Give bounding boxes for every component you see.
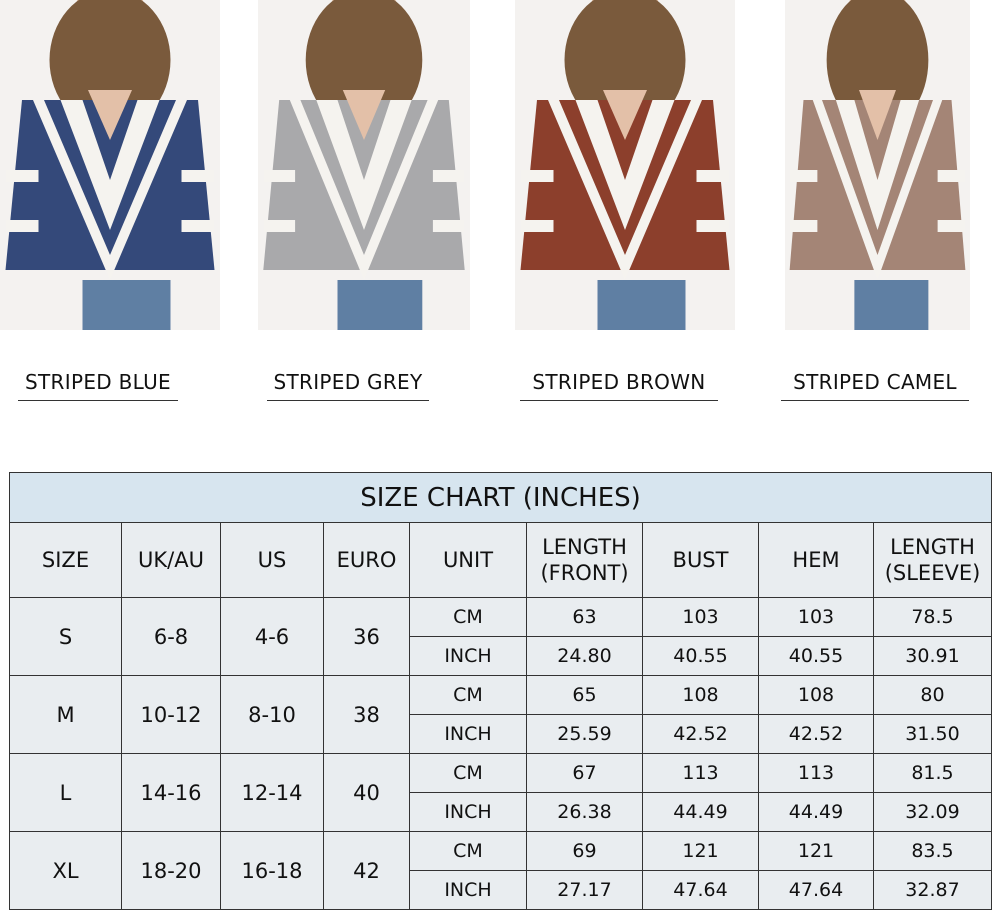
table-row: INCH 25.59 42.52 42.52 31.50 — [10, 714, 992, 754]
table-row: M 10-12 8-10 38 CM 65 108 108 80 — [9, 675, 992, 754]
cell-inch: 27.17 — [526, 870, 643, 910]
cell-inch: 25.59 — [526, 714, 643, 754]
cell-inch: 42.52 — [758, 714, 874, 754]
cell-inch: 44.49 — [642, 792, 759, 832]
cell-size: M — [9, 675, 122, 754]
table-row: XL 18-20 16-18 42 CM 69 121 121 83.5 — [9, 831, 992, 910]
column-header: LENGTH (FRONT) — [526, 522, 643, 598]
cell-inch: 44.49 — [758, 792, 874, 832]
table-row: S 6-8 4-6 36 CM 63 103 103 78.5 — [9, 597, 992, 676]
cell-cm: 108 — [642, 675, 759, 715]
cell-cm: CM — [409, 753, 527, 793]
cell-us: 8-10 — [220, 675, 324, 754]
cell-euro: 40 — [323, 753, 410, 832]
product-photo — [515, 0, 735, 330]
product-photo — [0, 0, 220, 330]
cell-cm: 113 — [758, 753, 874, 793]
column-header: UK/AU — [121, 522, 221, 598]
cell-cm: CM — [409, 831, 527, 871]
cell-inch: 40.55 — [758, 636, 874, 676]
column-header: EURO — [323, 522, 410, 598]
table-row: INCH 27.17 47.64 47.64 32.87 — [10, 870, 992, 910]
cell-cm: 67 — [526, 753, 643, 793]
cell-cm: 81.5 — [873, 753, 992, 793]
cell-cm: 78.5 — [873, 597, 992, 637]
product-label: STRIPED BROWN — [520, 370, 718, 401]
cell-cm: 83.5 — [873, 831, 992, 871]
cell-inch: 47.64 — [642, 870, 759, 910]
cell-uk: 18-20 — [121, 831, 221, 910]
cell-cm: 103 — [758, 597, 874, 637]
cell-size: S — [9, 597, 122, 676]
size-chart-title: SIZE CHART (INCHES) — [9, 472, 992, 523]
cell-cm: 63 — [526, 597, 643, 637]
cell-inch: 47.64 — [758, 870, 874, 910]
cell-inch: INCH — [409, 636, 527, 676]
product-photo — [258, 0, 470, 330]
cell-inch: 32.09 — [873, 792, 992, 832]
column-header: UNIT — [409, 522, 527, 598]
column-header: HEM — [758, 522, 874, 598]
cell-inch: INCH — [409, 792, 527, 832]
cell-cm: CM — [409, 597, 527, 637]
cell-uk: 14-16 — [121, 753, 221, 832]
cell-cm: 108 — [758, 675, 874, 715]
cell-cm: 103 — [642, 597, 759, 637]
cell-inch: INCH — [409, 714, 527, 754]
cell-euro: 38 — [323, 675, 410, 754]
cell-cm: 80 — [873, 675, 992, 715]
table-row: INCH 24.80 40.55 40.55 30.91 — [10, 636, 992, 676]
cell-inch: 24.80 — [526, 636, 643, 676]
cell-cm: 121 — [758, 831, 874, 871]
cell-uk: 10-12 — [121, 675, 221, 754]
cell-inch: 31.50 — [873, 714, 992, 754]
cell-inch: 30.91 — [873, 636, 992, 676]
cell-inch: 32.87 — [873, 870, 992, 910]
product-label: STRIPED CAMEL — [781, 370, 969, 401]
cell-us: 16-18 — [220, 831, 324, 910]
cell-size: L — [9, 753, 122, 832]
cell-inch: 40.55 — [642, 636, 759, 676]
cell-cm: 121 — [642, 831, 759, 871]
product-label: STRIPED BLUE — [18, 370, 178, 401]
cell-cm: 65 — [526, 675, 643, 715]
table-row: L 14-16 12-14 40 CM 67 113 113 81.5 — [9, 753, 992, 832]
cell-euro: 36 — [323, 597, 410, 676]
cell-cm: CM — [409, 675, 527, 715]
cell-uk: 6-8 — [121, 597, 221, 676]
cell-euro: 42 — [323, 831, 410, 910]
cell-size: XL — [9, 831, 122, 910]
column-header: SIZE — [9, 522, 122, 598]
column-header: BUST — [642, 522, 759, 598]
cell-us: 4-6 — [220, 597, 324, 676]
column-header: LENGTH (SLEEVE) — [873, 522, 992, 598]
size-chart-table: SIZE CHART (INCHES) SIZE UK/AU US EURO UNIT L… — [9, 472, 992, 910]
cell-cm: 113 — [642, 753, 759, 793]
product-label: STRIPED GREY — [267, 370, 429, 401]
product-photo — [785, 0, 970, 330]
cell-inch: INCH — [409, 870, 527, 910]
cell-us: 12-14 — [220, 753, 324, 832]
cell-inch: 26.38 — [526, 792, 643, 832]
column-header: US — [220, 522, 324, 598]
cell-cm: 69 — [526, 831, 643, 871]
cell-inch: 42.52 — [642, 714, 759, 754]
